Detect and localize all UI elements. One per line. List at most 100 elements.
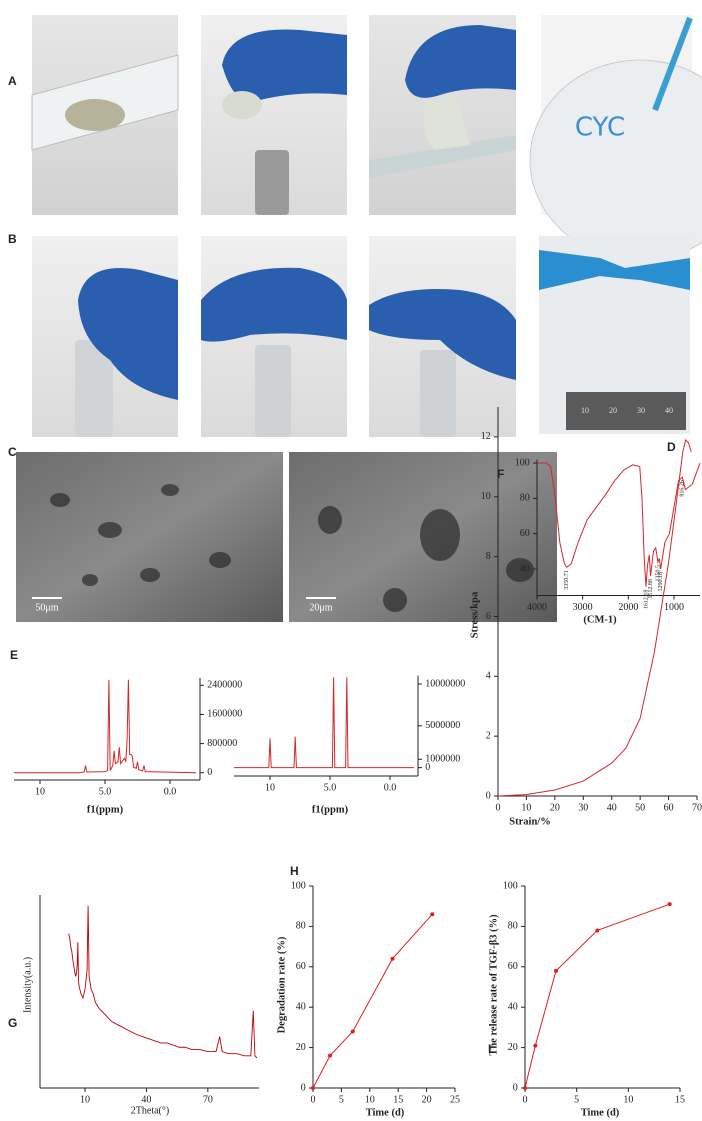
pores (50, 484, 534, 612)
x-axis-title: f1(ppm) (87, 804, 124, 815)
x-tick-label: 0 (311, 1094, 316, 1105)
x-tick-label: 15 (393, 1094, 403, 1105)
hydrogel (222, 91, 262, 119)
y-tick-label: 0 (207, 767, 212, 778)
x-tick-label: 0.0 (164, 786, 177, 797)
panel-label: D (667, 440, 676, 454)
glove (405, 25, 516, 98)
x-tick-label: 4000 (527, 602, 547, 613)
x-tick-label: 70 (692, 802, 702, 813)
x-axis-title: (CM-1) (583, 614, 617, 625)
ruler-label: 20 (609, 406, 617, 415)
x-tick-label: 30 (578, 802, 588, 813)
y-tick-label: 40 (508, 1001, 518, 1012)
x-tick-label: 10 (80, 1094, 90, 1105)
x-tick-label: 2000 (618, 602, 638, 613)
data-point (350, 1029, 355, 1034)
data-line (68, 905, 258, 1059)
glove (222, 29, 347, 102)
vial (420, 350, 456, 437)
photos-row-b (32, 236, 690, 437)
glove (369, 289, 516, 380)
y-tick-label: 10000000 (425, 678, 465, 689)
data-line (497, 438, 692, 797)
x-tick-label: 40 (607, 802, 617, 813)
data-line (537, 462, 701, 587)
y-tick-label: 100 (503, 880, 518, 891)
data-point (390, 956, 395, 961)
panel-label: B (8, 232, 17, 246)
panel-label: F (497, 467, 504, 481)
y-tick-label: 40 (520, 563, 530, 574)
x-tick-label: 70 (203, 1094, 213, 1105)
y-tick-label: 40 (296, 1001, 306, 1012)
vial (75, 340, 113, 437)
y-tick-label: 20 (296, 1042, 306, 1053)
y-tick-label: 6 (486, 611, 491, 622)
y-tick-label: 2 (486, 730, 491, 741)
x-axis-title: 2Theta(°) (131, 1105, 169, 1116)
peak-label: 3350.71 (564, 570, 570, 590)
y-tick-label: 80 (520, 493, 530, 504)
x-tick-label: 0 (523, 1094, 528, 1105)
syringe (652, 16, 693, 112)
glove (78, 268, 178, 400)
glass-slide (369, 135, 516, 178)
x-tick-label: 10 (521, 802, 531, 813)
stretched-gel (539, 250, 690, 290)
data-point (533, 1043, 538, 1048)
x-tick-label: 10 (623, 1094, 633, 1105)
panel-label: A (8, 74, 17, 88)
x-tick-label: 10 (365, 1094, 375, 1105)
y-tick-label: 80 (296, 921, 306, 932)
x-tick-label: 15 (675, 1094, 685, 1105)
panel-label: C (8, 445, 17, 459)
vial (255, 345, 291, 437)
x-tick-label: 40 (141, 1094, 151, 1105)
data-line (14, 679, 197, 774)
x-tick-label: 10 (35, 786, 45, 797)
peak-label: 1350.5 (655, 565, 661, 582)
x-tick-label: 25 (450, 1094, 460, 1105)
panel-label: E (10, 648, 18, 662)
x-tick-label: 5.0 (99, 786, 112, 797)
peak-label: 816.26 (680, 480, 686, 497)
y-tick-label: 800000 (207, 738, 237, 749)
y-tick-label: 20 (508, 1042, 518, 1053)
x-tick-label: 20 (422, 1094, 432, 1105)
x-tick-label: 0 (496, 802, 501, 813)
x-tick-label: 5.0 (324, 782, 337, 793)
y-tick-label: 60 (520, 528, 530, 539)
data-point (595, 928, 600, 933)
data-point (667, 902, 672, 907)
y-axis-title: Degradation rate (%) (276, 936, 287, 1033)
y-tick-label: 100 (291, 880, 306, 891)
y-tick-label: 1600000 (207, 709, 242, 720)
data-point (311, 1086, 315, 1090)
y-tick-label: 60 (508, 961, 518, 972)
ruler-label: 40 (665, 406, 673, 415)
y-tick-label: 8 (486, 551, 491, 562)
data-point (328, 1053, 333, 1058)
y-tick-label: 0 (513, 1082, 518, 1093)
y-tick-label: 0 (425, 762, 430, 773)
photos-row-a: CYC (31, 15, 702, 261)
y-tick-label: 100 (515, 457, 530, 468)
y-tick-label: 12 (481, 431, 491, 442)
y-tick-label: 5000000 (425, 720, 460, 731)
ruler-label: 30 (637, 406, 645, 415)
x-tick-label: 50 (635, 802, 645, 813)
panel-label: H (290, 864, 299, 878)
scale-bar-label: 50μm (35, 602, 58, 613)
peak-label: 1290.18 (658, 572, 664, 592)
writing: CYC (575, 113, 625, 143)
hydrogel (65, 99, 125, 131)
scale-bar-label: 20μm (309, 602, 332, 613)
data-point (554, 968, 558, 973)
y-tick-label: 10 (481, 491, 491, 502)
peak-label: 1612.18 (643, 590, 649, 610)
x-tick-label: 0.0 (384, 782, 397, 793)
vial (255, 150, 289, 215)
y-axis-title: Stress/kpa (469, 591, 480, 638)
